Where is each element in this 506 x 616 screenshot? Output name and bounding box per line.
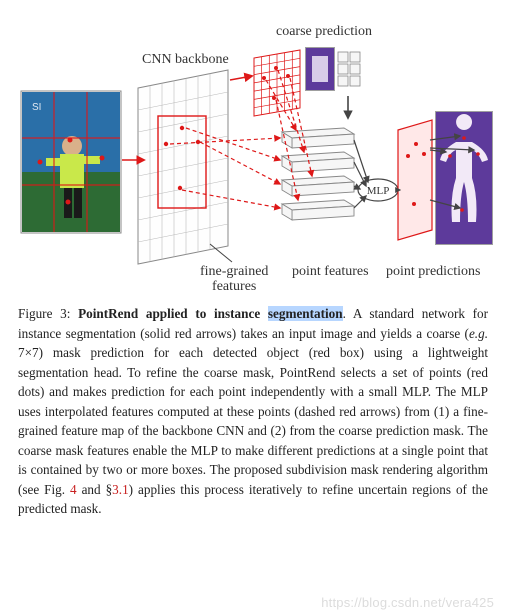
coarse-mask xyxy=(306,48,335,91)
svg-text:MLP: MLP xyxy=(367,185,390,197)
caption-title: PointRend applied to instance segmentati… xyxy=(78,306,343,321)
diagram-svg: SI xyxy=(0,0,506,300)
watermark: https://blog.csdn.net/vera425 xyxy=(321,595,494,610)
point-feature-stack xyxy=(282,128,354,220)
label-point-features: point features xyxy=(292,264,369,279)
label-cnn-backbone: CNN backbone xyxy=(142,52,229,67)
caption-fig-ref: 4 xyxy=(70,482,77,497)
cnn-backbone-plane xyxy=(138,70,228,264)
label-coarse-prediction: coarse prediction xyxy=(276,24,372,39)
input-image: SI xyxy=(21,91,121,233)
label-point-predictions: point predictions xyxy=(386,264,481,279)
label-fine-grained: fine-grained features xyxy=(200,264,268,295)
arrow-to-coarse xyxy=(230,76,252,80)
caption-fig-number: Figure 3: xyxy=(18,306,70,321)
figure-caption: Figure 3: PointRend applied to instance … xyxy=(0,300,506,519)
coarse-grid xyxy=(254,50,300,116)
final-mask xyxy=(436,112,493,245)
figure-diagram: SI xyxy=(0,0,506,300)
svg-text:SI: SI xyxy=(32,102,41,113)
caption-eg: e.g. xyxy=(469,326,488,341)
caption-sec-ref: 3.1 xyxy=(112,482,128,497)
caption-highlight: segmentation xyxy=(268,306,343,321)
point-features-plane xyxy=(398,120,432,240)
feature-cubes xyxy=(338,52,360,86)
